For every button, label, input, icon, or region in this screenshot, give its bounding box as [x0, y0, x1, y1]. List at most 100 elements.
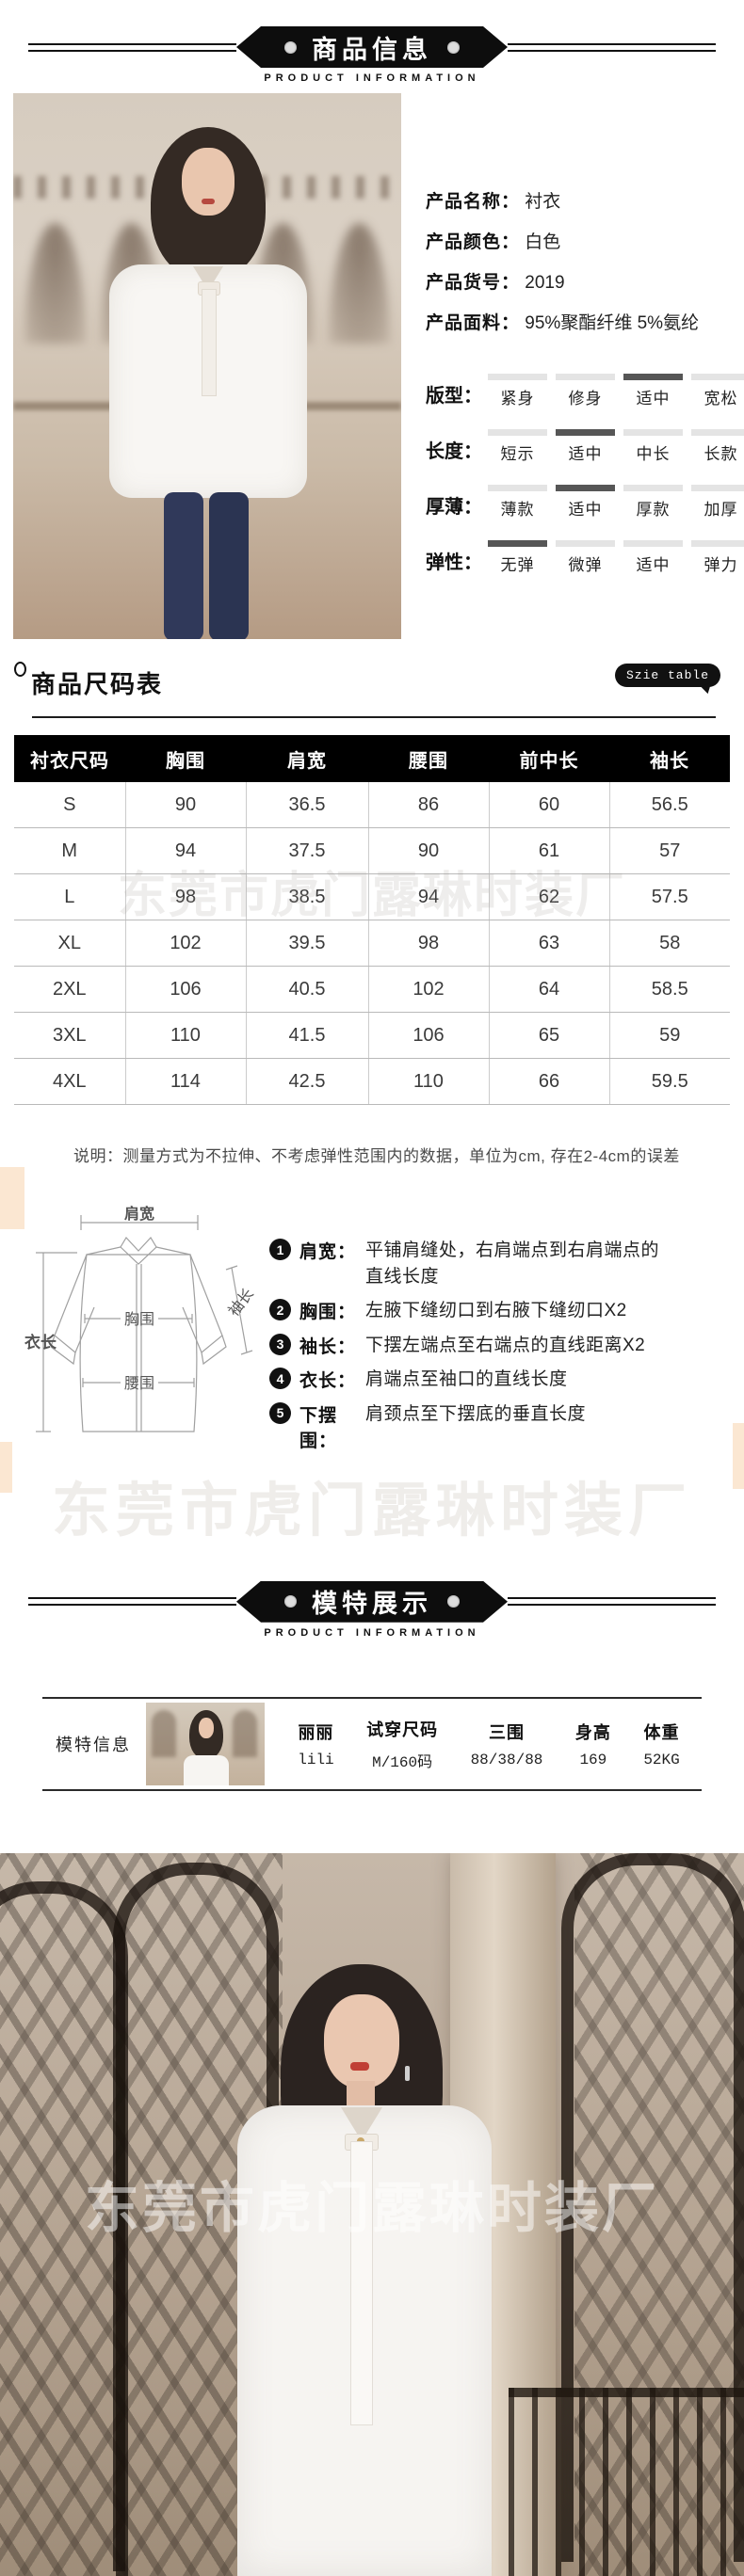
item-number-badge: 2 [269, 1299, 291, 1321]
product-details: 产品名称： 衬衣 产品颜色： 白色 产品货号： 2019 产品面料： 95%聚酯… [426, 93, 744, 639]
attribute-option: 微弹 [556, 540, 615, 575]
model-height-col: 身高 169 [574, 1722, 611, 1768]
item-description: 肩颈点至下摆底的垂直长度 [365, 1403, 587, 1424]
attribute-option: 适中 [623, 540, 683, 575]
diagram-label-sleeve: 袖长 [225, 1286, 257, 1320]
attribute-option: 宽松 [691, 374, 744, 408]
item-number-badge: 4 [269, 1368, 291, 1390]
table-row: 3XL 110 41.5 106 65 59 [14, 1012, 730, 1059]
size-note: 说明：测量方式为不拉伸、不考虑弹性范围内的数据，单位为cm, 存在2-4cm的误… [73, 1147, 680, 1165]
item-term: 衣长： [299, 1371, 357, 1392]
attribute-option: 中长 [623, 429, 683, 464]
column-header: 袖长 [609, 735, 730, 782]
item-number-badge: 3 [269, 1333, 291, 1355]
model-photo-large: 东莞市虎门露琳时装厂 [0, 1852, 744, 2576]
attribute-row-elasticity: 弹性： 无弹 微弹 适中 弹力 [426, 540, 744, 575]
item-term: 下摆围： [299, 1405, 338, 1451]
size-table-tag: Szie table [614, 664, 720, 687]
attribute-option: 长款 [691, 429, 744, 464]
size-table: 衬衣尺码 胸围 肩宽 腰围 前中长 袖长 S 90 36.5 86 60 56.5 M 94… [14, 735, 730, 1105]
attribute-option: 厚款 [623, 485, 683, 520]
size-chart-title: 商品尺码表 [31, 670, 164, 698]
attribute-label: 厚薄： [426, 497, 482, 518]
banner-right-line [508, 42, 716, 52]
attribute-option: 适中 [623, 374, 683, 408]
blouse-tie [202, 289, 217, 396]
model-lips [202, 199, 215, 204]
table-row: L 98 38.5 94 62 57.5 [14, 873, 730, 920]
measurement-item: 4 衣长： 肩端点至袖口的直线长度 [269, 1367, 663, 1393]
column-header: 胸围 [125, 735, 246, 782]
watermark-band: 东莞市虎门露琳时装厂 [0, 1466, 744, 1544]
detail-row-name: 产品名称： 衬衣 [426, 187, 744, 213]
attribute-row-fit: 版型： 紧身 修身 适中 宽松 [426, 374, 744, 408]
model-face [182, 148, 235, 216]
model-name-col: 丽丽 lili [298, 1722, 334, 1768]
column-header: 腰围 [368, 735, 489, 782]
table-row: 4XL 114 42.5 110 66 59.5 [14, 1058, 730, 1105]
item-term: 胸围： [299, 1303, 357, 1323]
model-lips [350, 2061, 369, 2071]
item-term: 肩宽： [299, 1242, 357, 1262]
attribute-row-length: 长度： 短示 适中 中长 长款 [426, 429, 744, 464]
banner-left-line [28, 1597, 236, 1607]
banner-title: 模特展示 [312, 1590, 432, 1619]
iron-railing [509, 2387, 744, 2576]
iron-lattice [0, 1852, 283, 2576]
attribute-option: 适中 [556, 429, 615, 464]
table-row: 2XL 106 40.5 102 64 58.5 [14, 966, 730, 1013]
banner-title: 商品信息 [312, 35, 432, 64]
banner-ribbon: 模特展示 [236, 1581, 508, 1623]
product-photo [13, 93, 401, 639]
blouse-tie [350, 2140, 373, 2425]
attribute-option: 紧身 [488, 374, 547, 408]
detail-row-fabric: 产品面料： 95%聚酯纤维 5%氨纶 [426, 309, 744, 334]
attribute-option: 修身 [556, 374, 615, 408]
measurement-item: 2 胸围： 左腋下缝纫口到右腋下缝纫口X2 [269, 1298, 663, 1324]
model-show-banner: 模特展示 PRODUCT INFORMATION [0, 1544, 744, 1639]
circle-mark-icon [14, 662, 26, 677]
detail-value: 衬衣 [525, 192, 561, 212]
detail-value: 2019 [525, 273, 565, 293]
banner-dot-icon [447, 41, 460, 54]
item-number-badge: 1 [269, 1239, 291, 1260]
attribute-label: 版型： [426, 386, 482, 407]
detail-row-color: 产品颜色： 白色 [426, 228, 744, 253]
navy-pants [164, 492, 203, 639]
attribute-option: 短示 [488, 429, 547, 464]
item-number-badge: 5 [269, 1401, 291, 1424]
banner-dot-icon [284, 1595, 297, 1608]
measurement-item: 5 下摆围： 肩颈点至下摆底的垂直长度 [269, 1401, 663, 1452]
banner-dot-icon [447, 1595, 460, 1608]
table-row: M 94 37.5 90 61 57 [14, 827, 730, 874]
building-arch [233, 1709, 257, 1757]
banner-ribbon: 商品信息 [236, 26, 508, 68]
white-blouse [184, 1754, 229, 1785]
product-section: 产品名称： 衬衣 产品颜色： 白色 产品货号： 2019 产品面料： 95%聚酯… [13, 93, 744, 639]
attribute-option: 适中 [556, 485, 615, 520]
attribute-label: 弹性： [426, 552, 482, 573]
column-header: 肩宽 [246, 735, 368, 782]
diagram-label-shoulder: 肩宽 [124, 1205, 154, 1223]
attribute-option: 弹力 [691, 540, 744, 575]
size-chart-header: 商品尺码表 Szie table [14, 662, 730, 701]
watermark-patch [0, 1442, 12, 1493]
table-row: S 90 36.5 86 60 56.5 [14, 782, 730, 828]
banner-right-line [508, 1597, 716, 1607]
shirt-measure-diagram: 肩宽 衣长 胸围 腰围 袖长 [24, 1205, 257, 1432]
measurement-item: 1 肩宽： 平铺肩缝处，右肩端点到右肩端点的直线长度 [269, 1238, 663, 1289]
banner-subtitle: PRODUCT INFORMATION [264, 1626, 480, 1639]
attribute-option: 薄款 [488, 485, 547, 520]
detail-label: 产品面料： [426, 313, 521, 333]
building-arch [152, 1709, 176, 1757]
watermark-text: 东莞市虎门露琳时装厂 [84, 2177, 659, 2239]
attribute-row-thickness: 厚薄： 薄款 适中 厚款 加厚 [426, 485, 744, 520]
model-info-label: 模特信息 [56, 1735, 131, 1754]
measurement-item: 3 袖长： 下摆左端点至右端点的直线距离X2 [269, 1333, 663, 1359]
product-info-banner: 商品信息 PRODUCT INFORMATION [0, 0, 744, 84]
diagram-label-length: 衣长 [24, 1333, 57, 1352]
model-weight-col: 体重 52KG [643, 1722, 680, 1768]
watermark-patch [0, 1167, 24, 1229]
model-thumbnail-photo [146, 1702, 265, 1785]
